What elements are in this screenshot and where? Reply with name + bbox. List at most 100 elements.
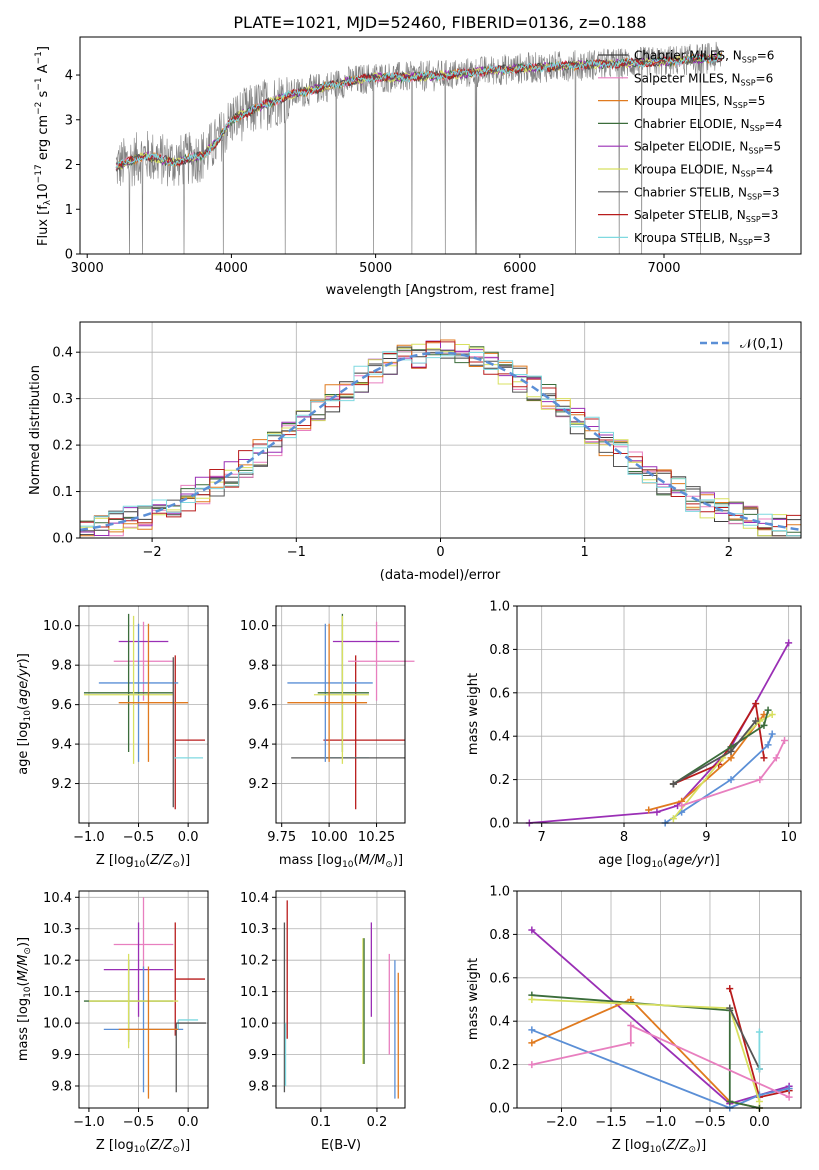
massweight-line: [672, 720, 757, 785]
y-tick-label: 9.8: [51, 1079, 72, 1094]
x-tick-label: 5000: [359, 261, 392, 276]
massweight-line: [531, 998, 760, 1109]
y-tick-label: 0.2: [489, 773, 510, 788]
x-tick-label: 10: [780, 830, 797, 845]
y-tick-label: 10.4: [240, 891, 269, 906]
y-tick-label: 0.0: [489, 817, 510, 832]
spectrum-frame: [79, 36, 802, 255]
y-tick-label: 10.3: [43, 922, 72, 937]
massweight-vs-metallicity-ylabel: mass weight: [466, 958, 481, 1040]
massweight-line: [531, 1029, 790, 1109]
mass-vs-extinction-frame: [275, 890, 406, 1109]
massweight-line: [681, 740, 786, 807]
legend-entry: Chabrier MILES, NSSP=6: [634, 49, 774, 65]
massweight-vs-age-xlabel: age [log10(age/yr)]: [598, 853, 720, 870]
y-tick-label: 9.6: [51, 698, 72, 713]
y-tick-label: 9.2: [51, 777, 72, 792]
age-vs-mass-panel: 9.75 10.00 10.25 9.2 9.4 9.6 9.8 10.0 mass [log…: [240, 605, 415, 870]
y-tick-label: 1.0: [489, 600, 510, 615]
y-tick-label: 10.3: [240, 922, 269, 937]
massweight-marker: [768, 711, 776, 718]
age-vs-metallicity-xlabel: Z [log10(Z/Z⊙)]: [96, 853, 190, 870]
y-tick-label: 10.2: [240, 954, 269, 969]
massweight-marker: [528, 1026, 536, 1034]
errorbar-point: [88, 953, 179, 1049]
x-tick-label: 0.0: [749, 1115, 770, 1130]
x-tick-label: −0.5: [123, 830, 155, 845]
massweight-marker: [669, 815, 677, 823]
legend-entry: Chabrier ELODIE, NSSP=4: [634, 117, 782, 133]
x-tick-label: −1.0: [645, 1115, 677, 1130]
massweight-marker: [772, 754, 780, 762]
y-tick-label: 10.0: [240, 1017, 269, 1032]
x-tick-label: 0: [436, 545, 444, 560]
y-tick-label: 9.8: [51, 659, 72, 674]
errorbar-point: [313, 615, 369, 764]
age-vs-metallicity-panel: −1.0 −0.5 0.0 9.2 9.4 9.6 9.8 10.0 Z [log10(Z/Z…: [16, 605, 209, 870]
x-tick-label: −2.0: [546, 1115, 578, 1130]
residual-xlabel: (data-model)/error: [380, 568, 501, 583]
x-tick-label: 0.2: [367, 1115, 388, 1130]
massweight-marker: [726, 1004, 734, 1012]
massweight-line: [531, 994, 760, 1109]
y-tick-label: 0.3: [52, 392, 73, 407]
massweight-marker: [627, 996, 635, 1003]
x-tick-label: 0.0: [178, 830, 199, 845]
y-tick-label: 10.2: [43, 954, 72, 969]
mass-vs-extinction-panel: 0.1 0.2 9.8 9.9 10.0 10.1 10.2 10.3 10.4 E(B-V): [240, 890, 406, 1153]
massweight-marker: [755, 1028, 763, 1036]
mass-vs-metallicity-ylabel: mass [log10(M/M⊙)]: [16, 937, 33, 1061]
y-tick-label: 0.4: [52, 346, 73, 361]
y-tick-label: 10.4: [43, 891, 72, 906]
errorbar-point: [103, 922, 174, 1017]
massweight-marker: [752, 700, 760, 708]
massweight-vs-age-panel: 7 8 9 10 0.0 0.2 0.4 0.6 0.8 1.0 age [log10(age/y…: [466, 600, 802, 870]
y-tick-label: 0.2: [489, 1058, 510, 1073]
legend-entry: Salpeter MILES, NSSP=6: [634, 71, 773, 87]
massweight-marker: [785, 639, 793, 647]
x-tick-label: 8: [620, 830, 628, 845]
residual-ylabel: Normed distribution: [28, 365, 43, 495]
x-tick-label: 2: [725, 545, 733, 560]
y-tick-label: 10.1: [43, 985, 72, 1000]
massweight-marker: [785, 1093, 793, 1101]
legend-entry: Chabrier STELIB, NSSP=3: [634, 185, 780, 201]
y-tick-label: 1: [65, 203, 73, 218]
massweight-marker: [645, 806, 653, 814]
age-vs-metallicity-ylabel: age [log10(age/yr)]: [16, 653, 33, 775]
spectrum-ylabel: Flux [fλ10−17 erg cm−2 s−1 A−1]: [34, 46, 53, 246]
model-spectrum-line: [115, 53, 722, 170]
massweight-marker: [752, 717, 760, 725]
y-tick-label: 0.2: [52, 439, 73, 454]
errorbar-point: [118, 966, 179, 1099]
x-tick-label: 7000: [647, 261, 680, 276]
spectrum-xlabel: wavelength [Angstrom, rest frame]: [326, 283, 555, 298]
x-tick-label: −1.5: [595, 1115, 627, 1130]
massweight-marker: [726, 985, 734, 993]
x-tick-label: 6000: [503, 261, 536, 276]
massweight-vs-age-ylabel: mass weight: [466, 673, 481, 755]
mass-vs-metallicity-frame: [78, 890, 209, 1109]
massweight-marker: [755, 1097, 763, 1105]
y-tick-label: 0.8: [489, 643, 510, 658]
massweight-line: [531, 1024, 790, 1099]
massweight-line: [672, 709, 769, 785]
legend-entry: Salpeter ELODIE, NSSP=5: [634, 140, 781, 156]
y-tick-label: 0.1: [52, 485, 73, 500]
errorbar-point: [118, 623, 189, 762]
massweight-marker: [669, 780, 677, 788]
y-tick-label: 9.4: [248, 738, 269, 753]
y-tick-label: 0.0: [52, 532, 73, 547]
x-tick-label: 0.1: [311, 1115, 332, 1130]
errorbar-point: [175, 1022, 207, 1093]
y-tick-label: 2: [65, 158, 73, 173]
spectrum-panel: 3000 4000 5000 6000 7000 0 1 2 3 4 wavelength [An…: [34, 36, 802, 298]
y-tick-label: 9.8: [248, 1079, 269, 1094]
errorbar-point: [174, 655, 206, 810]
x-tick-label: −0.5: [694, 1115, 726, 1130]
y-tick-label: 0.6: [489, 686, 510, 701]
legend-entry: Kroupa ELODIE, NSSP=4: [634, 163, 773, 179]
x-tick-label: 9.75: [267, 830, 296, 845]
y-tick-label: 0.4: [489, 1015, 510, 1030]
y-tick-label: 10.1: [240, 985, 269, 1000]
